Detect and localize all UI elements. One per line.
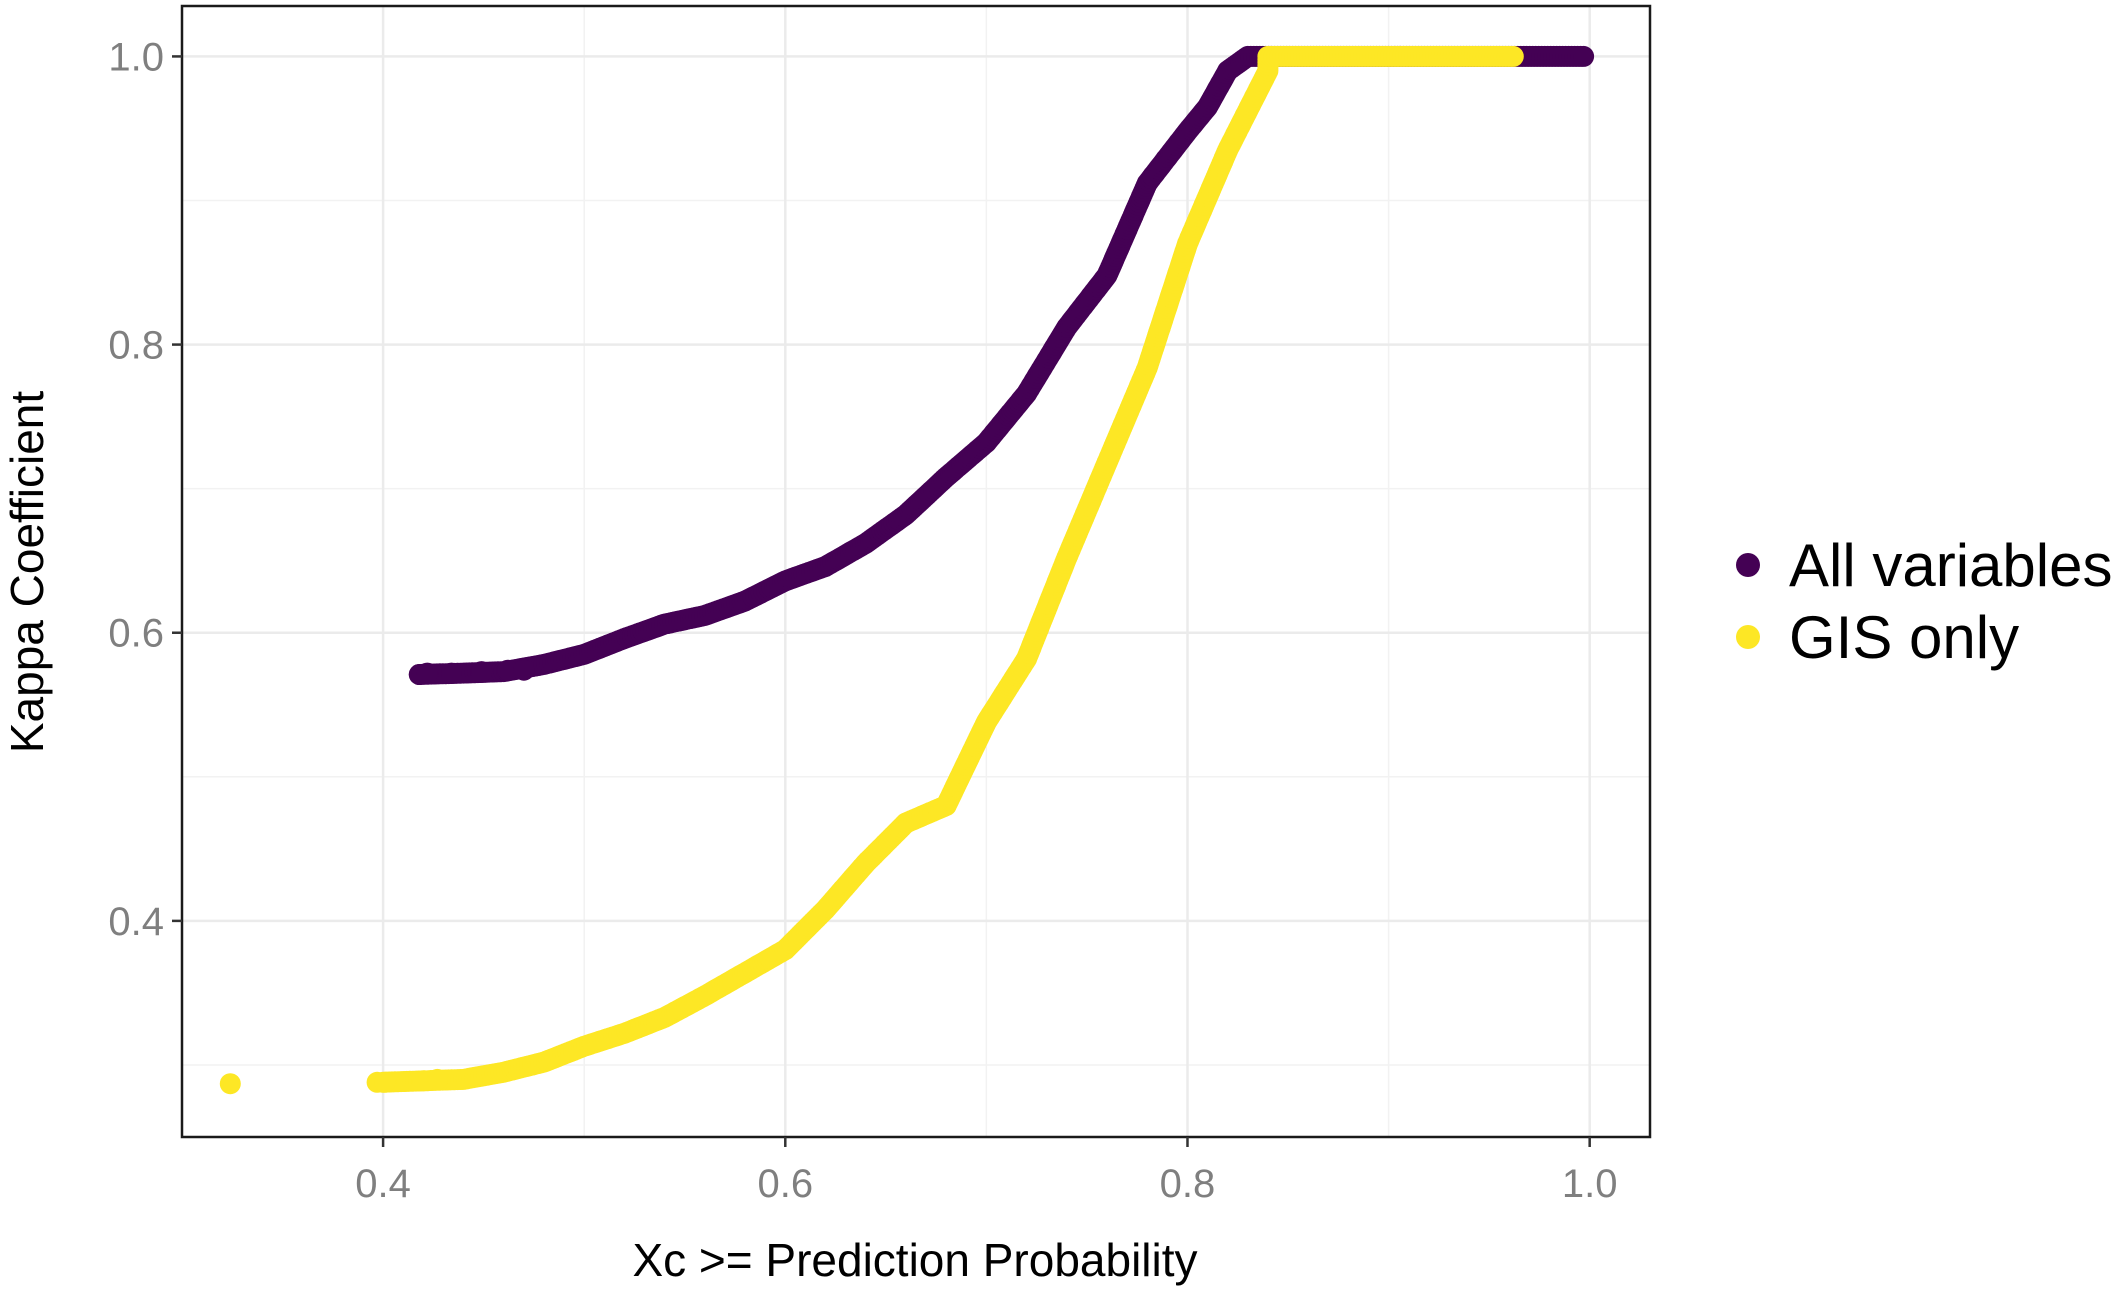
x-tick-label: 0.6 [757,1162,813,1206]
y-axis-title: Kappa Coefficient [1,391,53,754]
y-tick-label: 1.0 [108,35,164,79]
plot-series [219,45,1595,1095]
y-tick-label: 0.4 [108,900,164,944]
data-point [441,662,462,684]
legend-label-all-variables: All variables [1789,532,2112,599]
x-axis-ticks: 0.4 0.6 0.8 1.0 [355,1137,1617,1206]
x-tick-label: 0.4 [355,1162,411,1206]
x-tick-label: 0.8 [1160,1162,1216,1206]
legend-label-gis-only: GIS only [1789,604,2019,671]
grid-lines [181,6,1650,1137]
data-point [471,661,493,683]
data-point [1502,45,1524,67]
x-tick-label: 1.0 [1562,1162,1618,1206]
plot-border [180,4,1652,1139]
data-point [1573,45,1595,67]
data-point [426,1068,448,1090]
legend-swatch-all-variables [1736,553,1760,577]
series-gis-only [219,45,1524,1095]
legend: All variables GIS only [1736,532,2112,671]
data-point [219,1073,241,1095]
plot-frame [180,4,1652,1139]
y-tick-label: 0.8 [108,324,164,368]
series-all-variables [408,45,1595,685]
legend-swatch-gis-only [1736,625,1760,649]
data-point [513,659,535,681]
data-point [497,659,519,681]
data-point [374,1071,396,1093]
y-axis-ticks: 0.4 0.6 0.8 1.0 [108,35,182,944]
x-axis-title: Xc >= Prediction Probability [632,1234,1197,1286]
data-point [416,662,438,684]
y-tick-label: 0.6 [108,612,164,656]
